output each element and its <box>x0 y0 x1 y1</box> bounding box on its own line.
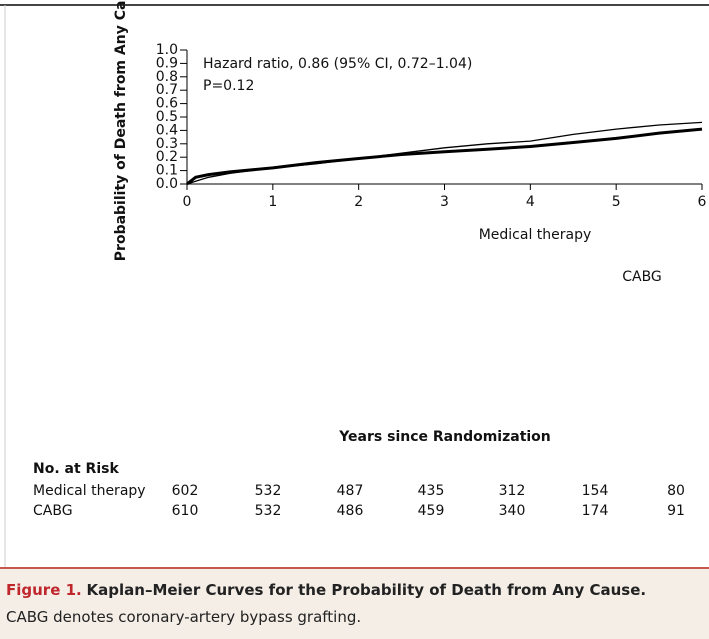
y-tick-label: 0.1 <box>156 163 178 179</box>
risk-count: 340 <box>499 503 526 519</box>
caption: Figure 1. Kaplan–Meier Curves for the Pr… <box>0 567 709 639</box>
y-tick-label: 1.0 <box>156 42 178 58</box>
chart: Probability of Death from Any Cause Year… <box>0 0 709 567</box>
caption-text: CABG denotes coronary-artery bypass graf… <box>6 608 362 626</box>
y-tick-label: 0.0 <box>156 176 178 192</box>
risk-count: 154 <box>582 483 609 499</box>
y-tick-label: 0.6 <box>156 96 178 112</box>
risk-count: 91 <box>667 503 685 519</box>
y-axis-label: Probability of Death from Any Cause <box>113 0 129 261</box>
risk-count: 532 <box>255 483 282 499</box>
risk-count: 80 <box>667 483 685 499</box>
y-tick-label: 0.4 <box>156 122 178 138</box>
x-tick-label: 2 <box>354 194 363 210</box>
legend-label: CABG <box>622 269 662 285</box>
annotation: Hazard ratio, 0.86 (95% CI, 0.72–1.04) <box>203 56 472 72</box>
y-tick-label: 0.5 <box>156 109 178 125</box>
series-line <box>186 127 703 186</box>
x-tick-label: 3 <box>440 194 449 210</box>
risk-row-label: CABG <box>33 503 73 519</box>
legend-label: Medical therapy <box>479 227 592 243</box>
x-tick-label: 1 <box>268 194 277 210</box>
x-tick-label: 5 <box>612 194 621 210</box>
risk-count: 312 <box>499 483 526 499</box>
risk-count: 435 <box>418 483 445 499</box>
x-axis-label: Years since Randomization <box>338 429 551 445</box>
caption-label: Figure 1. <box>6 581 82 599</box>
y-tick-label: 0.2 <box>156 149 178 165</box>
risk-count: 486 <box>337 503 364 519</box>
annotation: P=0.12 <box>203 78 254 94</box>
risk-count: 602 <box>172 483 199 499</box>
risk-title: No. at Risk <box>33 461 119 477</box>
risk-count: 532 <box>255 503 282 519</box>
x-tick-label: 0 <box>183 194 192 210</box>
y-tick-label: 0.9 <box>156 55 178 71</box>
x-tick-label: 6 <box>698 194 707 210</box>
risk-count: 459 <box>418 503 445 519</box>
risk-count: 610 <box>172 503 199 519</box>
risk-count: 487 <box>337 483 364 499</box>
risk-count: 174 <box>582 503 609 519</box>
risk-row-label: Medical therapy <box>33 483 146 499</box>
caption-title: Kaplan–Meier Curves for the Probability … <box>86 581 647 599</box>
y-tick-label: 0.8 <box>156 69 178 85</box>
x-tick-label: 4 <box>526 194 535 210</box>
y-tick-label: 0.7 <box>156 82 178 98</box>
y-tick-label: 0.3 <box>156 136 178 152</box>
